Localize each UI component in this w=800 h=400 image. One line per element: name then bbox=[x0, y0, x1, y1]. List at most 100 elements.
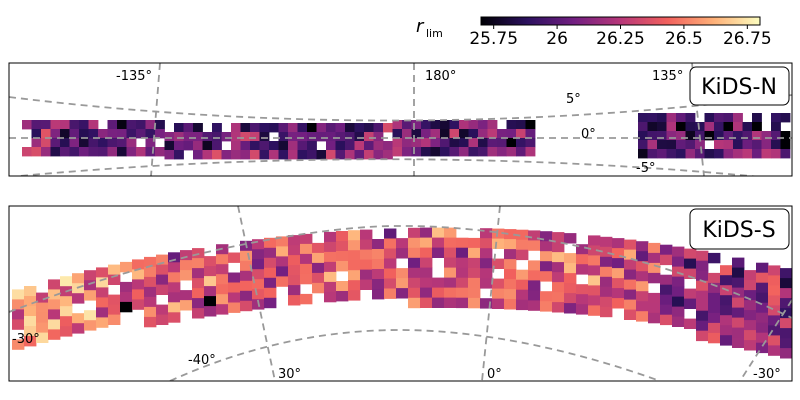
kids-s-tile bbox=[468, 267, 481, 279]
kids-s-tile bbox=[228, 252, 241, 263]
kids-s-tile bbox=[456, 287, 469, 299]
kids-n-tile bbox=[269, 123, 279, 133]
kids-s-tile bbox=[600, 256, 613, 268]
kids-n-tile bbox=[666, 122, 677, 132]
kids-n-tile bbox=[506, 120, 517, 130]
colorbar-ticks: 25.75 26 26.25 26.5 26.75 bbox=[469, 25, 772, 49]
kids-n-tile bbox=[733, 122, 743, 132]
kids-n-tile bbox=[478, 129, 488, 139]
kids-s-tile bbox=[420, 257, 433, 268]
kids-n-tile bbox=[761, 131, 772, 141]
kids-s-tile bbox=[612, 278, 625, 289]
kids-n-dec-5-line bbox=[9, 94, 792, 122]
kids-s-tile bbox=[732, 327, 745, 338]
kids-n-tile bbox=[657, 140, 667, 150]
kids-s-tile bbox=[612, 238, 625, 249]
kids-n-tile bbox=[297, 141, 308, 151]
kids-s-tile bbox=[744, 340, 757, 351]
kids-s-ra-label-30: 30° bbox=[278, 367, 301, 382]
kids-s-tile bbox=[528, 270, 541, 281]
kids-s-tile bbox=[168, 292, 181, 303]
kids-s-tile bbox=[636, 251, 649, 262]
kids-n-tile bbox=[22, 120, 32, 130]
kids-s-tile bbox=[480, 258, 493, 269]
kids-n-title-box: KiDS-N bbox=[689, 66, 790, 106]
kids-s-ra-label-minus30: -30° bbox=[753, 367, 781, 382]
kids-n-tile bbox=[145, 129, 156, 139]
kids-n-tile bbox=[335, 123, 346, 133]
kids-n-tile bbox=[723, 122, 734, 132]
kids-s-tile bbox=[552, 262, 565, 273]
kids-n-tile bbox=[136, 147, 146, 157]
kids-s-tile bbox=[648, 252, 661, 264]
kids-s-tile bbox=[468, 277, 481, 289]
kids-s-tile bbox=[168, 302, 181, 313]
kids-n-tile bbox=[440, 138, 450, 148]
kids-s-tile bbox=[240, 290, 253, 302]
kids-s-tile bbox=[564, 283, 577, 294]
kids-s-tile bbox=[732, 307, 745, 318]
kids-s-tile bbox=[732, 297, 745, 308]
kids-s-tile bbox=[588, 295, 601, 306]
kids-s-tile bbox=[264, 247, 277, 259]
kids-s-tile bbox=[444, 247, 457, 258]
kids-s-tile bbox=[420, 267, 433, 278]
colorbar-tick-label: 26 bbox=[546, 29, 568, 49]
kids-s-tile bbox=[252, 249, 265, 260]
kids-s-tile bbox=[324, 271, 337, 283]
kids-s-tile bbox=[780, 318, 792, 329]
kids-n-tile bbox=[278, 141, 289, 151]
kids-s-tile bbox=[648, 242, 661, 254]
kids-n-tile bbox=[780, 113, 791, 123]
kids-s-tile bbox=[420, 227, 433, 238]
kids-n-tile bbox=[107, 147, 118, 157]
kids-n-tile bbox=[392, 120, 403, 130]
kids-n-dec-label-0: 0° bbox=[581, 127, 596, 142]
kids-s-tile bbox=[732, 267, 745, 278]
kids-n-tile bbox=[440, 120, 450, 130]
kids-s-tile bbox=[312, 262, 325, 274]
kids-s-tile bbox=[540, 241, 553, 252]
kids-s-tile bbox=[780, 328, 792, 339]
kids-s-tile bbox=[84, 320, 97, 331]
kids-n-tile bbox=[41, 129, 51, 139]
kids-n-tile bbox=[723, 113, 734, 123]
kids-n-tile bbox=[69, 147, 80, 157]
kids-s-tile bbox=[780, 338, 792, 349]
kids-n-ra-minus135-line bbox=[150, 63, 161, 176]
kids-n-tile bbox=[79, 138, 89, 148]
kids-n-tile bbox=[126, 138, 137, 148]
kids-n-tile bbox=[212, 123, 222, 133]
kids-s-tile bbox=[156, 284, 169, 295]
kids-s-tile bbox=[540, 291, 553, 302]
kids-s-tile bbox=[372, 259, 385, 270]
kids-s-tile bbox=[600, 286, 613, 298]
kids-n-tile bbox=[676, 140, 686, 150]
kids-s-tile bbox=[744, 300, 757, 311]
kids-n-tile bbox=[487, 147, 498, 157]
kids-s-tile bbox=[12, 289, 25, 300]
kids-n-tile bbox=[31, 120, 42, 130]
kids-s-tile bbox=[780, 278, 792, 289]
kids-s-tile bbox=[60, 276, 73, 287]
kids-n-tile bbox=[240, 141, 251, 151]
kids-s-tile bbox=[480, 248, 493, 259]
kids-n-tile bbox=[761, 149, 772, 159]
kids-n-tile bbox=[383, 141, 393, 151]
kids-s-tile bbox=[144, 316, 157, 328]
kids-s-tile bbox=[708, 292, 721, 304]
kids-s-tile bbox=[12, 309, 25, 320]
kids-n-ra-label-135: 135° bbox=[652, 69, 683, 84]
kids-s-graticule bbox=[9, 206, 792, 381]
kids-s-tile bbox=[24, 306, 37, 317]
kids-s-tile bbox=[492, 278, 505, 289]
kids-s-tile bbox=[528, 230, 541, 241]
kids-n-tile bbox=[145, 147, 156, 157]
kids-n-tile bbox=[193, 150, 203, 160]
kids-n-tile bbox=[449, 147, 460, 157]
kids-n-tile bbox=[468, 129, 479, 139]
kids-s-tile bbox=[720, 275, 733, 286]
kids-n-tile bbox=[240, 132, 251, 142]
kids-n-tile bbox=[487, 138, 498, 148]
kids-n-tile bbox=[126, 120, 137, 130]
